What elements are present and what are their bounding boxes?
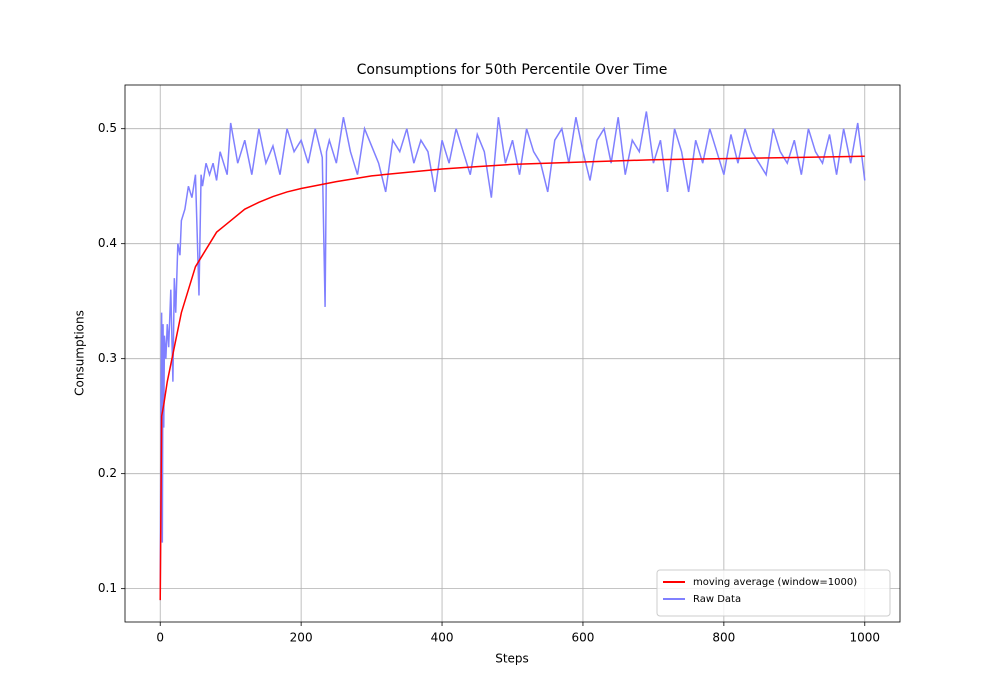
x-tick-label: 600	[572, 631, 595, 645]
x-tick-label: 1000	[849, 631, 880, 645]
x-tick-label: 400	[431, 631, 454, 645]
legend: moving average (window=1000) Raw Data	[656, 569, 891, 617]
legend-box	[656, 569, 891, 617]
legend-label: moving average (window=1000)	[693, 577, 857, 588]
x-tick-label: 800	[712, 631, 735, 645]
y-tick-label: 0.5	[98, 121, 117, 135]
x-tick-label: 0	[156, 631, 164, 645]
chart-title: Consumptions for 50th Percentile Over Ti…	[357, 62, 668, 78]
y-tick-label: 0.4	[98, 236, 117, 250]
x-tick-label: 200	[290, 631, 313, 645]
data-line	[159, 111, 866, 601]
legend-label: Raw Data	[693, 594, 741, 605]
y-tick-label: 0.1	[98, 581, 117, 595]
data-line	[159, 155, 865, 601]
y-axis-label: Consumptions	[73, 310, 87, 396]
y-tick-label: 0.2	[98, 466, 117, 480]
x-axis-label: Steps	[495, 652, 529, 666]
plot-frame	[124, 84, 901, 623]
y-tick-label: 0.3	[98, 351, 117, 365]
